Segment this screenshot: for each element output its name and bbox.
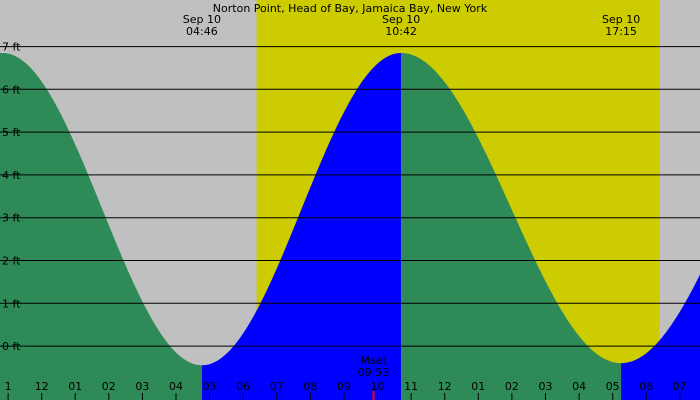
x-tick-label: 05 [203,380,217,393]
gridlines [0,46,700,347]
falling-tide-area [401,52,622,400]
x-tick-label: 09 [337,380,351,393]
y-tick-label: 0 ft [2,340,21,353]
x-tick-label: 07 [270,380,284,393]
extremum-date: Sep 10 [382,13,420,26]
x-tick-label: 12 [438,380,452,393]
x-tick-label: 1 [5,380,12,393]
x-tick-label: 06 [639,380,653,393]
x-tick-label: 04 [572,380,586,393]
y-tick-label: 1 ft [2,297,21,310]
x-tick-label: 07 [673,380,687,393]
x-axis-ticks: 1 12 01 02 03 04 05 06 07 08 09 10 11 12 01 02 03 04 05 06 0… [5,380,687,400]
falling-tide-area [0,52,202,400]
x-tick-label: 08 [303,380,317,393]
y-tick-label: 2 ft [2,255,21,268]
tide-area-layer [0,52,700,400]
y-tick-label: 6 ft [2,83,21,96]
x-tick-label: 03 [135,380,149,393]
x-tick-label: 12 [35,380,49,393]
rising-tide-area [201,52,402,400]
x-tick-label: 06 [236,380,250,393]
extremum-time: 10:42 [385,25,417,38]
x-tick-label: 03 [539,380,553,393]
x-tick-label: 02 [102,380,116,393]
y-tick-label: 5 ft [2,126,21,139]
extremum-date: Sep 10 [602,13,640,26]
y-tick-label: 4 ft [2,169,21,182]
extremum-time: 04:46 [186,25,218,38]
extremum-time: 17:15 [605,25,637,38]
x-tick-label: 10 [371,380,385,393]
y-tick-label: 7 ft [2,41,21,54]
extremum-date: Sep 10 [183,13,221,26]
y-axis-ticks: 0 ft 1 ft 2 ft 3 ft 4 ft 5 ft 6 ft 7 ft [2,41,21,354]
x-tick-label: 01 [68,380,82,393]
x-tick-label: 05 [606,380,620,393]
chart-title: Norton Point, Head of Bay, Jamaica Bay, … [213,2,488,15]
x-tick-label: 11 [404,380,418,393]
rising-tide-area [621,274,700,400]
moon-event-label: Mset [360,354,387,367]
moon-event-time: 09:53 [358,366,390,379]
x-tick-label: 04 [169,380,183,393]
x-tick-label: 01 [471,380,485,393]
y-tick-label: 3 ft [2,212,21,225]
x-tick-label: 02 [505,380,519,393]
